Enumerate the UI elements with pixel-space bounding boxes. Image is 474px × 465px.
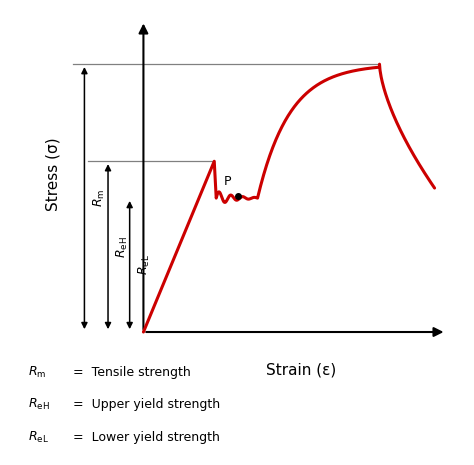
Text: =  Lower yield strength: = Lower yield strength xyxy=(69,431,219,444)
Text: =  Upper yield strength: = Upper yield strength xyxy=(69,398,220,411)
Text: $R_\mathrm{eL}$: $R_\mathrm{eL}$ xyxy=(137,255,152,275)
Text: $R_\mathrm{eH}$: $R_\mathrm{eH}$ xyxy=(115,236,130,258)
Text: $R_\mathrm{eL}$: $R_\mathrm{eL}$ xyxy=(28,430,49,445)
Text: $R_\mathrm{m}$: $R_\mathrm{m}$ xyxy=(28,365,47,379)
Text: P: P xyxy=(224,175,232,188)
Text: Strain (ε): Strain (ε) xyxy=(265,362,336,377)
Text: $R_\mathrm{eH}$: $R_\mathrm{eH}$ xyxy=(28,397,50,412)
Text: Stress (σ): Stress (σ) xyxy=(46,138,61,212)
Text: =  Tensile strength: = Tensile strength xyxy=(69,365,191,379)
Text: $R_\mathrm{m}$: $R_\mathrm{m}$ xyxy=(91,189,107,207)
